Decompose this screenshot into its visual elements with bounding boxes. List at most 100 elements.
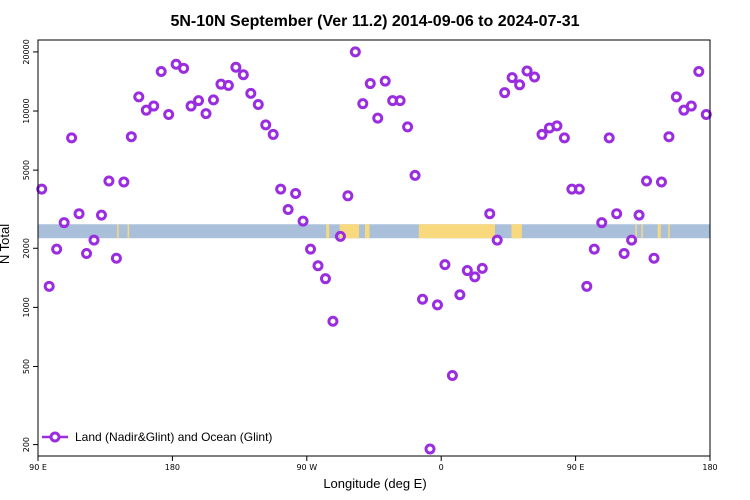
data-point — [402, 121, 414, 133]
data-point — [200, 108, 212, 120]
data-point — [700, 109, 712, 121]
data-point — [252, 98, 264, 110]
data-point — [207, 94, 219, 106]
land-segment — [635, 224, 637, 239]
x-tick-label: 180 — [702, 463, 717, 472]
land-segment — [339, 224, 360, 239]
y-tick-label: 500 — [22, 359, 31, 374]
y-axis-ticks: 200 500 1000 2000 5000 10000 20000 — [22, 39, 38, 452]
data-point — [641, 175, 653, 187]
data-point — [476, 262, 488, 274]
land-segment — [418, 224, 495, 239]
data-point — [95, 209, 107, 221]
data-point — [51, 243, 63, 255]
data-point — [693, 65, 705, 77]
data-point — [155, 65, 167, 77]
data-point — [88, 234, 100, 246]
data-point — [357, 98, 369, 110]
data-point — [394, 95, 406, 107]
data-point — [260, 119, 272, 131]
legend-entry-label: Land (Nadir&Glint) and Ocean (Glint) — [75, 430, 272, 444]
data-point — [573, 183, 585, 195]
data-point — [424, 443, 436, 455]
data-point — [603, 132, 615, 144]
data-point — [118, 176, 130, 188]
data-point — [349, 46, 361, 58]
data-point — [484, 208, 496, 220]
data-point — [163, 109, 175, 121]
data-point — [461, 265, 473, 277]
x-tick-label: 90 E — [29, 463, 47, 472]
data-point — [193, 95, 205, 107]
data-point — [551, 120, 563, 132]
data-point — [685, 100, 697, 112]
data-point — [514, 79, 526, 91]
data-point — [230, 61, 242, 73]
legend-marker-swatch — [49, 431, 61, 443]
data-point — [305, 243, 317, 255]
y-tick-label: 20000 — [22, 39, 31, 64]
background-band — [38, 224, 710, 239]
data-point — [491, 234, 503, 246]
data-point — [110, 252, 122, 264]
x-axis-ticks: 90 E 180 90 W 0 90 E 180 — [29, 456, 718, 472]
data-point — [267, 128, 279, 140]
data-point — [222, 79, 234, 91]
data-point — [431, 299, 443, 311]
y-tick-label: 10000 — [22, 98, 31, 123]
data-point — [663, 131, 675, 143]
data-point — [521, 65, 533, 77]
data-point — [290, 188, 302, 200]
x-tick-label: 180 — [165, 463, 180, 472]
y-tick-label: 1000 — [22, 297, 31, 317]
y-tick-label: 200 — [22, 437, 31, 452]
data-point — [43, 280, 55, 292]
data-points — [36, 46, 712, 455]
data-point — [327, 315, 339, 327]
data-point — [379, 75, 391, 87]
data-point — [66, 132, 78, 144]
data-point — [81, 248, 93, 260]
data-point — [312, 260, 324, 272]
data-point — [670, 91, 682, 103]
data-point — [446, 369, 458, 381]
land-segment — [511, 224, 522, 239]
x-tick-label: 90 E — [567, 463, 585, 472]
land-segment — [117, 224, 119, 239]
data-point — [499, 87, 511, 99]
chart-title: 5N-10N September (Ver 11.2) 2014-09-06 t… — [170, 13, 579, 30]
data-point — [58, 217, 70, 229]
data-point — [185, 100, 197, 112]
data-point — [73, 208, 85, 220]
data-point — [558, 132, 570, 144]
data-point — [334, 230, 346, 242]
data-point — [655, 176, 667, 188]
data-point — [626, 234, 638, 246]
data-point — [237, 69, 249, 81]
data-point — [596, 217, 608, 229]
data-point — [469, 271, 481, 283]
data-point — [454, 289, 466, 301]
x-axis-label: Longitude (deg E) — [323, 476, 426, 491]
data-point — [364, 78, 376, 90]
data-point — [529, 71, 541, 83]
data-point — [125, 131, 137, 143]
legend: Land (Nadir&Glint) and Ocean (Glint) — [42, 430, 272, 444]
data-point — [506, 72, 518, 84]
data-point — [536, 128, 548, 140]
y-tick-label: 5000 — [22, 160, 31, 180]
land-segment — [127, 224, 130, 239]
data-point — [439, 259, 451, 271]
land-segment — [668, 224, 670, 239]
data-point — [245, 87, 257, 99]
data-point — [633, 209, 645, 221]
land-segment — [365, 224, 370, 239]
data-point — [275, 183, 287, 195]
data-point — [148, 100, 160, 112]
data-point — [588, 243, 600, 255]
y-axis-label: N Total — [0, 224, 12, 264]
data-point — [581, 280, 593, 292]
land-segment — [657, 224, 661, 239]
data-point — [372, 112, 384, 124]
data-point — [297, 215, 309, 227]
